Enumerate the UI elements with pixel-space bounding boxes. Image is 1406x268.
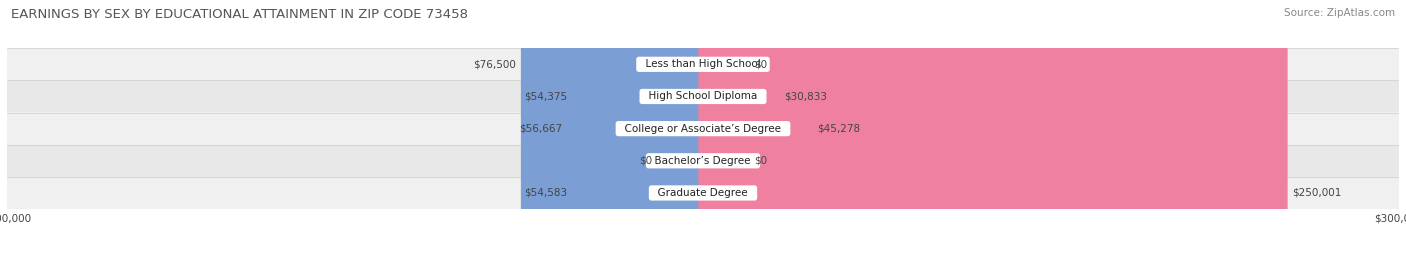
Text: $45,278: $45,278 [817,124,860,134]
FancyBboxPatch shape [7,80,1399,113]
Text: $0: $0 [638,156,652,166]
FancyBboxPatch shape [520,0,707,268]
Text: High School Diploma: High School Diploma [643,91,763,102]
FancyBboxPatch shape [7,113,1399,145]
FancyBboxPatch shape [699,0,779,268]
Text: $0: $0 [754,59,768,69]
FancyBboxPatch shape [7,177,1399,209]
Text: Bachelor’s Degree: Bachelor’s Degree [648,156,758,166]
Text: Graduate Degree: Graduate Degree [651,188,755,198]
Text: $54,375: $54,375 [524,91,568,102]
Text: Source: ZipAtlas.com: Source: ZipAtlas.com [1284,8,1395,18]
FancyBboxPatch shape [699,0,1288,268]
FancyBboxPatch shape [572,0,707,268]
FancyBboxPatch shape [567,0,707,268]
FancyBboxPatch shape [657,0,707,268]
Text: $76,500: $76,500 [474,59,516,69]
FancyBboxPatch shape [7,145,1399,177]
Text: $0: $0 [754,156,768,166]
Text: Less than High School: Less than High School [638,59,768,69]
FancyBboxPatch shape [699,0,749,268]
FancyBboxPatch shape [7,48,1399,80]
Text: $54,583: $54,583 [524,188,567,198]
Text: College or Associate’s Degree: College or Associate’s Degree [619,124,787,134]
FancyBboxPatch shape [699,0,813,268]
Text: EARNINGS BY SEX BY EDUCATIONAL ATTAINMENT IN ZIP CODE 73458: EARNINGS BY SEX BY EDUCATIONAL ATTAINMEN… [11,8,468,21]
Text: $250,001: $250,001 [1292,188,1341,198]
Text: $30,833: $30,833 [783,91,827,102]
Text: $56,667: $56,667 [519,124,562,134]
FancyBboxPatch shape [699,0,749,268]
FancyBboxPatch shape [572,0,707,268]
